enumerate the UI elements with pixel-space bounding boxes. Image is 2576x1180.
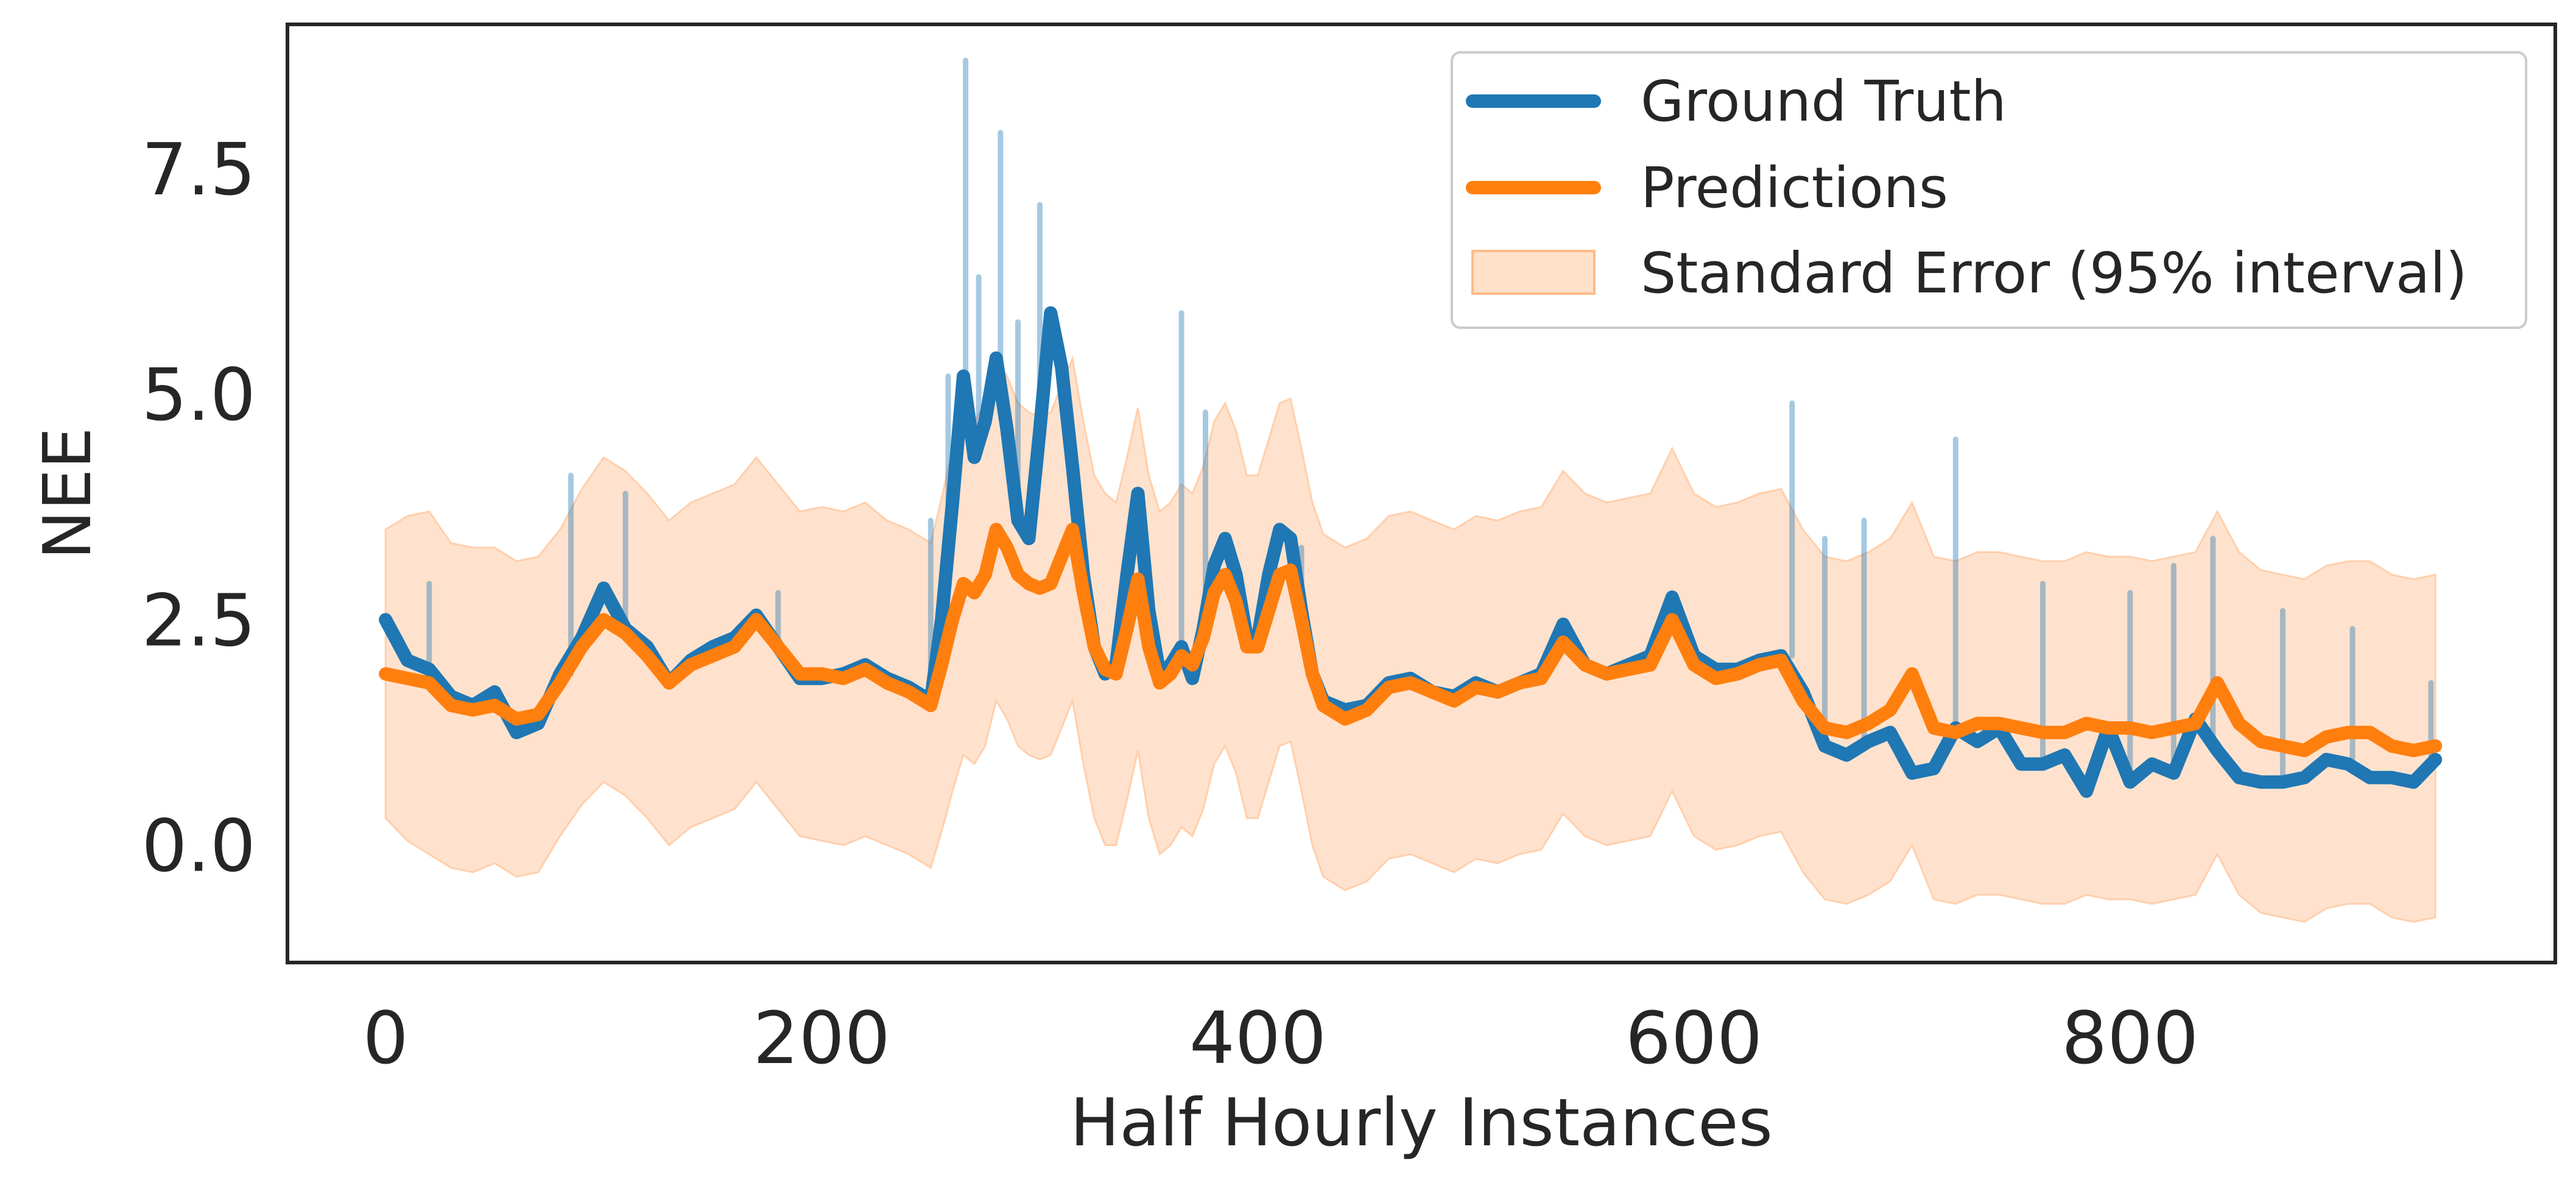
legend-label-ground-truth: Ground Truth (1641, 69, 2007, 134)
line-layer (379, 306, 2443, 798)
plot-frame (286, 23, 2557, 964)
x-tick-label: 600 (1625, 996, 1762, 1080)
y-tick-label: 2.5 (141, 578, 256, 662)
x-tick-label: 400 (1189, 996, 1326, 1080)
x-axis-title: Half Hourly Instances (1070, 1085, 1773, 1161)
y-axis-title: NEE (30, 427, 106, 559)
legend: Ground Truth Predictions Standard Error … (1451, 51, 2527, 329)
x-tick-label: 0 (363, 996, 409, 1080)
legend-frame (1451, 51, 2527, 329)
y-axis-ticks: 0.0 2.5 5.0 7.5 (141, 127, 256, 888)
y-tick-label: 0.0 (141, 804, 256, 888)
x-tick-label: 800 (2061, 996, 2198, 1080)
x-axis-ticks: 0 200 400 600 800 (363, 996, 2199, 1080)
y-tick-label: 7.5 (141, 127, 256, 211)
legend-label-standard-error: Standard Error (95% interval) (1641, 241, 2468, 306)
x-tick-label: 200 (753, 996, 890, 1080)
band-standard-error (384, 355, 2437, 923)
y-tick-label: 5.0 (141, 353, 256, 437)
band-layer (384, 355, 2437, 923)
legend-swatch-standard-error (1471, 250, 1596, 295)
legend-label-predictions: Predictions (1641, 155, 1948, 221)
series-line-predictions (379, 523, 2443, 757)
